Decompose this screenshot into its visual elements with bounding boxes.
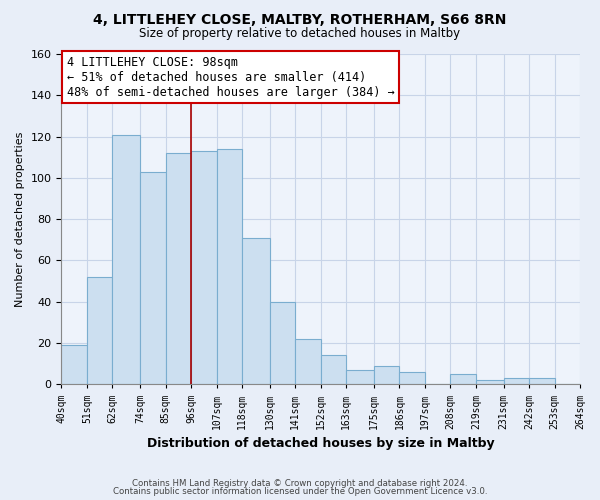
Bar	[191, 151, 217, 384]
Text: 4 LITTLEHEY CLOSE: 98sqm
← 51% of detached houses are smaller (414)
48% of semi-: 4 LITTLEHEY CLOSE: 98sqm ← 51% of detach…	[67, 56, 394, 98]
Bar	[529, 378, 554, 384]
Bar	[166, 153, 191, 384]
Bar	[87, 277, 112, 384]
Bar	[374, 366, 400, 384]
Bar	[400, 372, 425, 384]
Bar	[295, 339, 321, 384]
Text: Contains HM Land Registry data © Crown copyright and database right 2024.: Contains HM Land Registry data © Crown c…	[132, 478, 468, 488]
X-axis label: Distribution of detached houses by size in Maltby: Distribution of detached houses by size …	[147, 437, 494, 450]
Bar	[61, 345, 87, 385]
Bar	[270, 302, 295, 384]
Bar	[451, 374, 476, 384]
Bar	[217, 149, 242, 384]
Bar	[321, 356, 346, 384]
Bar	[112, 134, 140, 384]
Text: Contains public sector information licensed under the Open Government Licence v3: Contains public sector information licen…	[113, 487, 487, 496]
Bar	[476, 380, 503, 384]
Bar	[242, 238, 270, 384]
Bar	[503, 378, 529, 384]
Y-axis label: Number of detached properties: Number of detached properties	[15, 132, 25, 307]
Bar	[140, 172, 166, 384]
Bar	[346, 370, 374, 384]
Text: Size of property relative to detached houses in Maltby: Size of property relative to detached ho…	[139, 28, 461, 40]
Text: 4, LITTLEHEY CLOSE, MALTBY, ROTHERHAM, S66 8RN: 4, LITTLEHEY CLOSE, MALTBY, ROTHERHAM, S…	[94, 12, 506, 26]
